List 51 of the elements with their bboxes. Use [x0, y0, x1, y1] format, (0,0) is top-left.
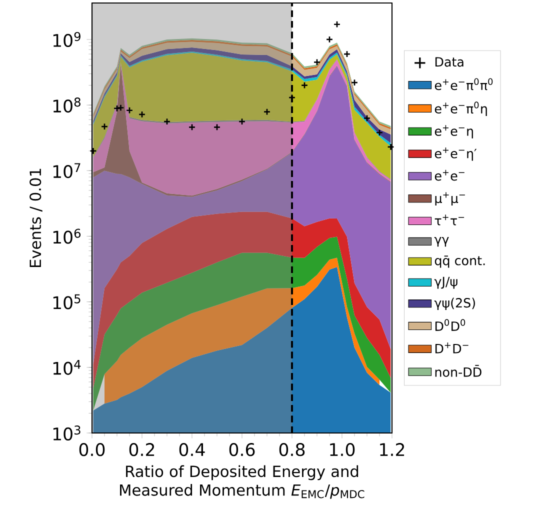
y-axis-title: Events / 0.01: [30, 168, 42, 267]
legend-label: e$^{+}$e$^{−}$η′: [434, 147, 477, 161]
legend-label: e$^{+}$e$^{−}$π$^{0}$π$^{0}$: [434, 78, 493, 90]
x-tick-label: 0.0: [79, 443, 105, 456]
point: [350, 79, 358, 86]
point: [163, 118, 171, 126]
legend-label: τ$^{+}$τ$^{−}$: [434, 214, 464, 226]
x-tick-label: 1.2: [380, 443, 404, 456]
y-tick-label: 10$^{7}$: [53, 163, 80, 178]
y-tick-label: 10$^{3}$: [53, 425, 80, 441]
point: [333, 20, 341, 28]
point: [387, 143, 394, 151]
point: [363, 114, 371, 122]
legend-label: D$^{+}$D$^{−}$: [435, 342, 468, 354]
point: [376, 129, 384, 136]
x-tick-label: 0.2: [129, 443, 154, 456]
y-tick-label: 10$^{4}$: [53, 360, 81, 375]
x-axis-title: Ratio of Deposited Energy and Measured Momentum E$_{EMC}$/p$_{MDC}$: [120, 465, 364, 499]
legend-label: D$^{0}$D$^{0}$: [435, 319, 466, 331]
legend-label: qq̄ cont.: [434, 256, 485, 268]
point: [126, 106, 134, 114]
y-tick-label: 10$^{9}$: [53, 32, 80, 48]
point: [313, 58, 321, 66]
point: [300, 82, 308, 89]
x-tick-label: 0.8: [279, 443, 305, 456]
legend-label: γγ: [434, 237, 449, 247]
legend-label: μ$^{+}$μ$^{−}$: [435, 192, 465, 206]
legend-label: e$^{+}$e$^{−}$: [434, 170, 464, 181]
point: [326, 36, 334, 44]
y-tick-label: 10$^{5}$: [53, 294, 80, 310]
point: [113, 104, 121, 112]
y-tick-label: 10$^{6}$: [53, 228, 81, 244]
x-tick-label: 1.0: [330, 443, 355, 456]
point: [117, 104, 124, 112]
point: [238, 118, 246, 126]
legend-label: Data: [435, 57, 464, 67]
point: [100, 122, 108, 130]
legend-label: e$^{+}$e$^{−}$η: [434, 125, 473, 138]
point: [90, 147, 97, 155]
point: [213, 124, 221, 131]
x-tick-label: 0.4: [179, 443, 205, 456]
point: [343, 50, 351, 58]
legend-label: non-DD̄: [435, 364, 482, 377]
point: [263, 108, 271, 116]
legend-label: γJ/ψ: [434, 276, 458, 289]
legend-label: e$^{+}$e$^{−}$π$^{0}$η: [434, 102, 487, 116]
point: [188, 124, 196, 131]
y-tick-label: 10$^{8}$: [53, 98, 80, 113]
x-tick-label: 0.6: [229, 443, 255, 456]
legend-label: γψ(2S): [434, 298, 475, 310]
point: [138, 110, 146, 118]
